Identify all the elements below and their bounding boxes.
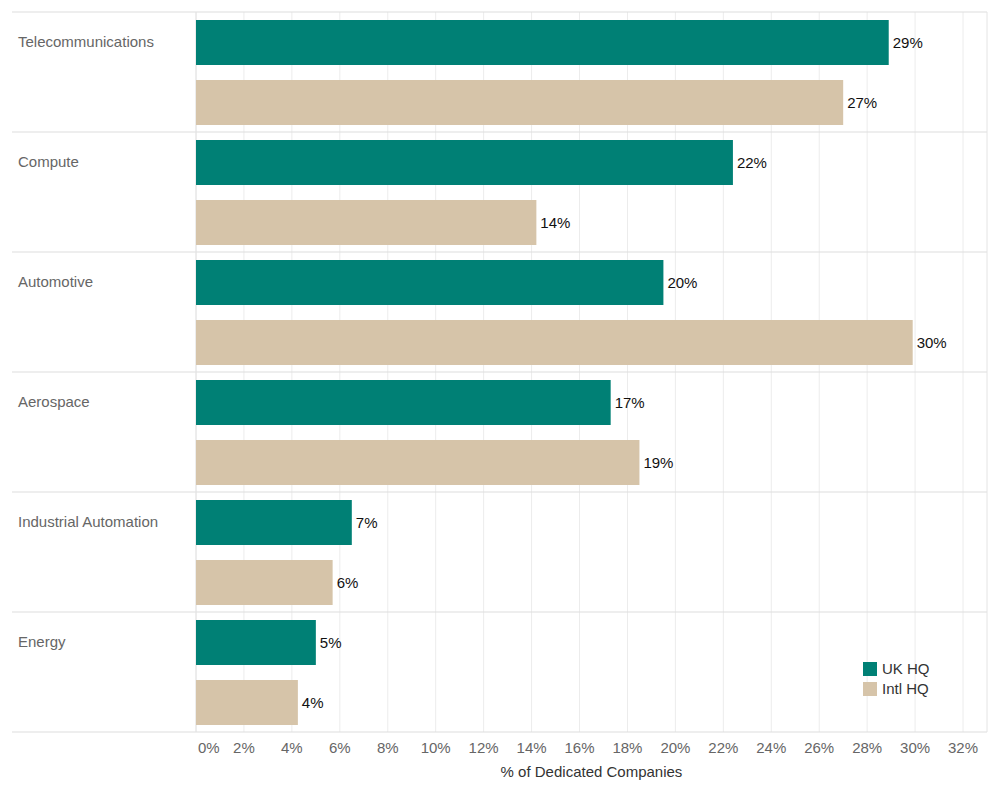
tick-label: 16%: [564, 739, 594, 756]
category-label: Energy: [18, 633, 66, 650]
tick-label: 2%: [233, 739, 255, 756]
category-label: Telecommunications: [18, 33, 154, 50]
tick-label: 28%: [852, 739, 882, 756]
chart: Telecommunications Compute Automotive Aeros…: [0, 0, 1001, 801]
bar: [196, 620, 316, 665]
category-label: Aerospace: [18, 393, 90, 410]
bar: [196, 140, 733, 185]
category-label: Compute: [18, 153, 79, 170]
tick-label: 6%: [329, 739, 351, 756]
tick-label: 18%: [612, 739, 642, 756]
data-label: 19%: [643, 454, 673, 471]
bar: [196, 500, 352, 545]
category-label: Automotive: [18, 273, 93, 290]
frame-line: [987, 12, 988, 732]
tick-label: 10%: [421, 739, 451, 756]
data-label: 27%: [847, 94, 877, 111]
tick-label: 20%: [660, 739, 690, 756]
bar: [196, 320, 913, 365]
data-label: 30%: [917, 334, 947, 351]
bars: [196, 20, 913, 725]
band-line: [12, 371, 987, 372]
band-separators: [12, 12, 987, 732]
bar: [196, 80, 843, 125]
data-label: 4%: [302, 694, 324, 711]
bar: [196, 200, 536, 245]
tick-label: 30%: [900, 739, 930, 756]
tick-label: 0%: [198, 739, 220, 756]
data-labels: 29% 22% 20% 17% 7% 5% 27% 14% 30% 19% 6% 4%: [302, 34, 947, 711]
bar: [196, 20, 889, 65]
data-label: 20%: [667, 274, 697, 291]
data-label: 5%: [320, 634, 342, 651]
tick-label: 8%: [377, 739, 399, 756]
legend-label: UK HQ: [882, 660, 930, 677]
band-line: [12, 731, 987, 732]
data-label: 22%: [737, 154, 767, 171]
tick-label: 12%: [469, 739, 499, 756]
axis-title: % of Dedicated Companies: [501, 763, 683, 780]
tick-label: 26%: [804, 739, 834, 756]
bar: [196, 560, 333, 605]
legend: UK HQ Intl HQ: [863, 660, 930, 697]
band-line: [12, 611, 987, 612]
category-label: Industrial Automation: [18, 513, 158, 530]
tick-label: 14%: [517, 739, 547, 756]
tick-label: 22%: [708, 739, 738, 756]
x-axis: 0% 2% 4% 6% 8% 10% 12% 14% 16% 18% 20% 22% 24% 26% 28%…: [198, 739, 978, 756]
legend-swatch: [863, 662, 877, 676]
band-line: [12, 251, 987, 252]
bar: [196, 380, 611, 425]
background: [0, 0, 1001, 801]
band-line: [12, 491, 987, 492]
data-label: 14%: [540, 214, 570, 231]
band-line: [12, 131, 987, 132]
data-label: 6%: [337, 574, 359, 591]
tick-label: 24%: [756, 739, 786, 756]
band-line: [12, 11, 987, 12]
legend-swatch: [863, 682, 877, 696]
legend-label: Intl HQ: [882, 680, 929, 697]
bar: [196, 680, 298, 725]
bar: [196, 440, 639, 485]
bar: [196, 260, 663, 305]
tick-label: 4%: [281, 739, 303, 756]
data-label: 17%: [615, 394, 645, 411]
data-label: 29%: [893, 34, 923, 51]
tick-label: 32%: [948, 739, 978, 756]
data-label: 7%: [356, 514, 378, 531]
